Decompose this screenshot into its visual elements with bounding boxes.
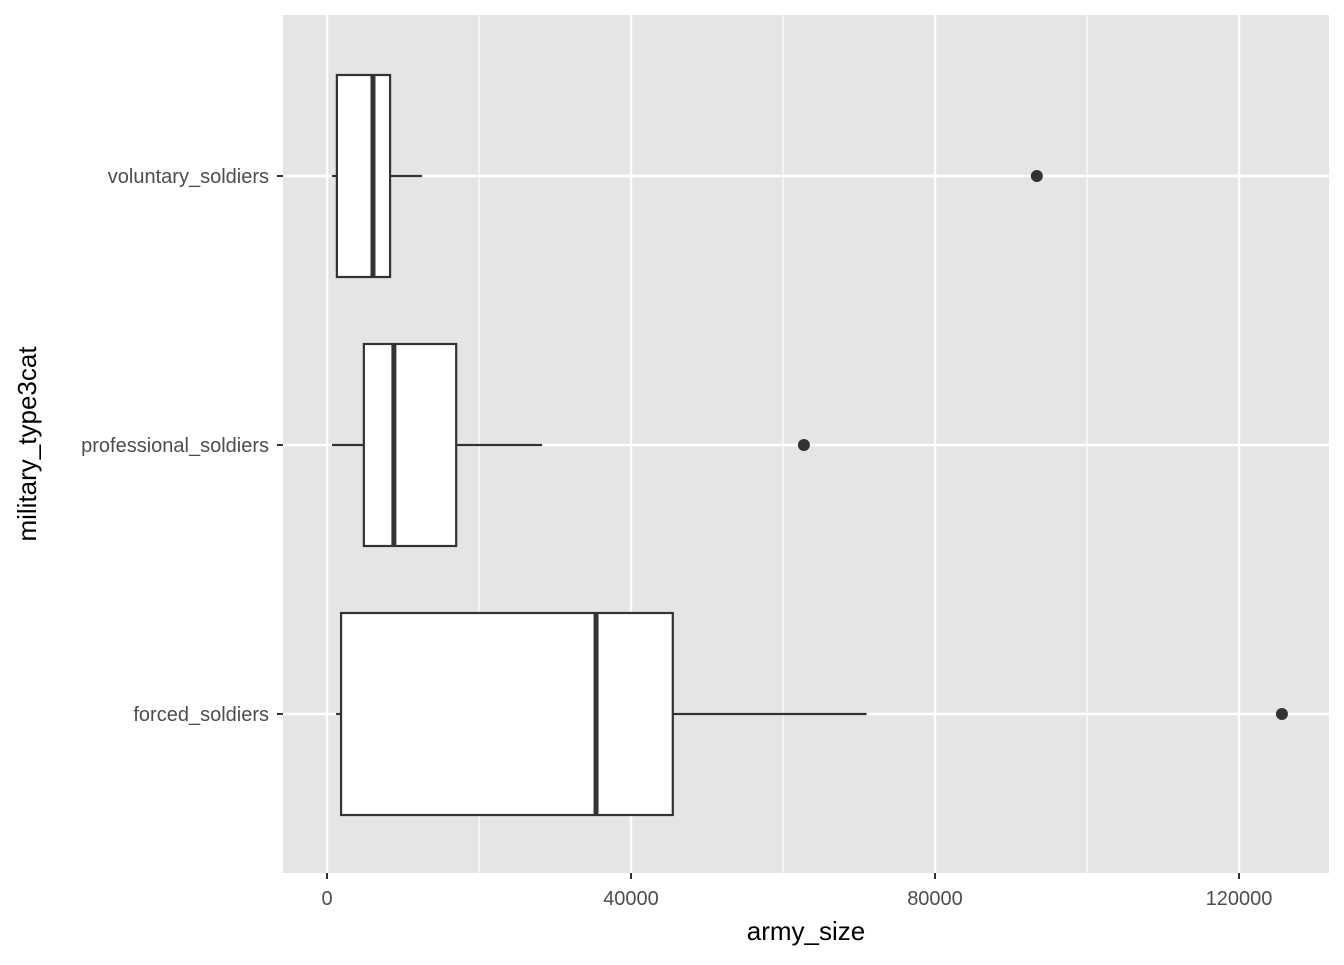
box-forced_soldiers <box>336 611 1288 817</box>
y-tick-label: voluntary_soldiers <box>108 166 269 188</box>
x-axis-title: army_size <box>747 916 865 946</box>
box-voluntary_soldiers <box>331 73 1043 279</box>
outlier-point <box>1030 170 1043 182</box>
box-iqr <box>362 342 458 548</box>
x-axis: 0 40000 80000 120000 <box>321 873 1272 910</box>
box-iqr <box>339 611 674 817</box>
x-tick-label: 0 <box>321 888 332 910</box>
y-tick-label: professional_soldiers <box>81 435 269 457</box>
x-tick-label: 80000 <box>907 888 963 910</box>
outlier-point <box>797 439 810 451</box>
boxes <box>331 73 1288 817</box>
x-tick-label: 40000 <box>603 888 659 910</box>
x-tick-label: 120000 <box>1206 888 1273 910</box>
box-iqr <box>335 73 392 279</box>
y-axis: voluntary_soldiers professional_soldiersf… <box>81 166 283 726</box>
y-tick-label: forced_soldiers <box>133 704 269 726</box>
outlier-point <box>1275 708 1288 720</box>
y-axis-title: military_type3cat <box>12 346 42 542</box>
box-professional_soldiers <box>331 342 810 548</box>
